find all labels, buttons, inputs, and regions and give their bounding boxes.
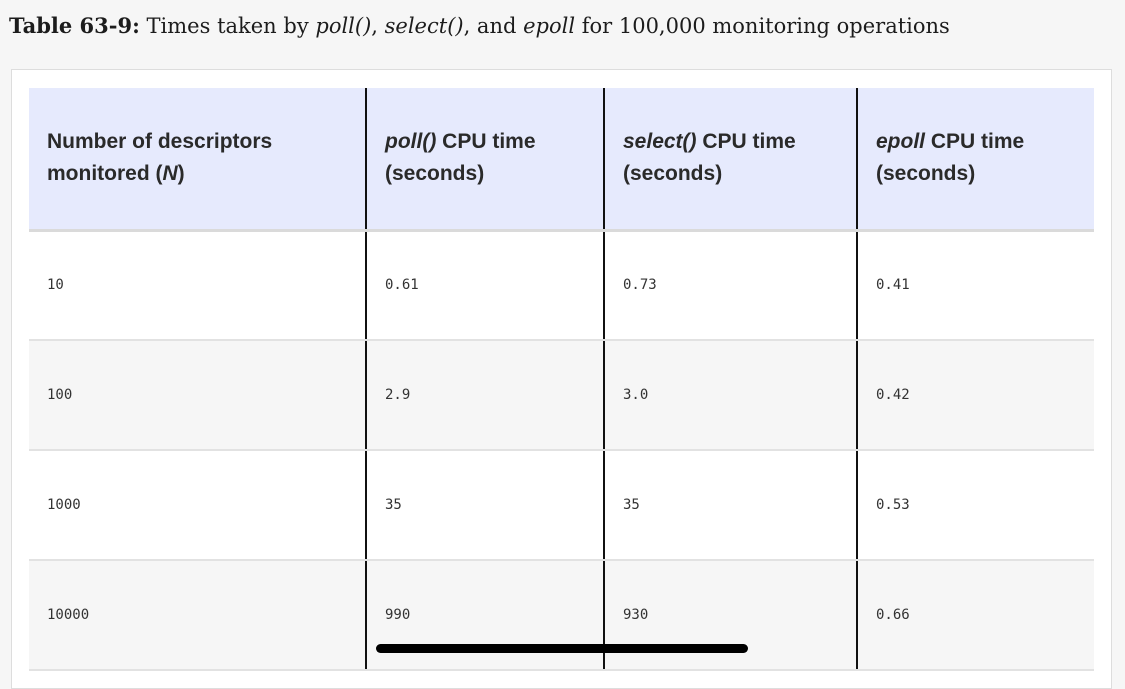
cell-poll: 990: [365, 560, 604, 671]
cell-descriptors: 10000: [29, 560, 366, 671]
cell-epoll: 0.66: [856, 560, 1094, 671]
caption-poll-term: poll(): [315, 14, 372, 38]
caption-text: Times taken by: [139, 14, 316, 38]
header-poll-term: poll(): [385, 130, 437, 154]
table-row: 100 2.9 3.0 0.42: [29, 340, 1094, 451]
cell-epoll: 0.41: [856, 230, 1094, 341]
cell-select: 35: [603, 450, 857, 561]
cell-poll: 0.61: [365, 230, 604, 341]
table-row: 10000 990 930 0.66: [29, 560, 1094, 671]
table-row: 10 0.61 0.73 0.41: [29, 230, 1094, 341]
table-header-row: Number of descriptors monitored (N) poll…: [29, 88, 1094, 232]
caption-label: Table 63-9:: [9, 13, 140, 38]
horizontal-scroll-indicator[interactable]: [376, 644, 748, 653]
table-row: 1000 35 35 0.53: [29, 450, 1094, 561]
caption-epoll-term: epoll: [523, 14, 576, 38]
header-select: select() CPU time (seconds): [603, 88, 857, 232]
caption-text: for 100,000 monitoring operations: [575, 14, 950, 38]
header-text: CPU time (seconds): [385, 130, 536, 186]
cell-poll: 35: [365, 450, 604, 561]
header-text: ): [177, 162, 185, 186]
header-text: CPU time (seconds): [876, 130, 1025, 186]
cell-epoll: 0.42: [856, 340, 1094, 451]
cell-epoll: 0.53: [856, 450, 1094, 561]
timing-table: Number of descriptors monitored (N) poll…: [29, 88, 1094, 671]
cell-select: 0.73: [603, 230, 857, 341]
cell-select: 930: [603, 560, 857, 671]
header-text: CPU time (seconds): [623, 130, 796, 186]
header-n-term: N: [162, 162, 178, 186]
caption-text: , and: [463, 14, 524, 38]
header-select-term: select(): [623, 130, 697, 154]
cell-descriptors: 1000: [29, 450, 366, 561]
header-epoll-term: epoll: [876, 130, 926, 154]
caption-text: ,: [371, 14, 385, 38]
header-poll: poll() CPU time (seconds): [365, 88, 604, 232]
cell-select: 3.0: [603, 340, 857, 451]
table-caption: Table 63-9: Times taken by poll(), selec…: [9, 11, 950, 41]
caption-select-term: select(): [384, 14, 464, 38]
header-descriptors: Number of descriptors monitored (N): [29, 88, 366, 232]
cell-poll: 2.9: [365, 340, 604, 451]
cell-descriptors: 100: [29, 340, 366, 451]
header-epoll: epoll CPU time (seconds): [856, 88, 1094, 232]
header-text: Number of descriptors monitored (: [47, 130, 273, 186]
cell-descriptors: 10: [29, 230, 366, 341]
